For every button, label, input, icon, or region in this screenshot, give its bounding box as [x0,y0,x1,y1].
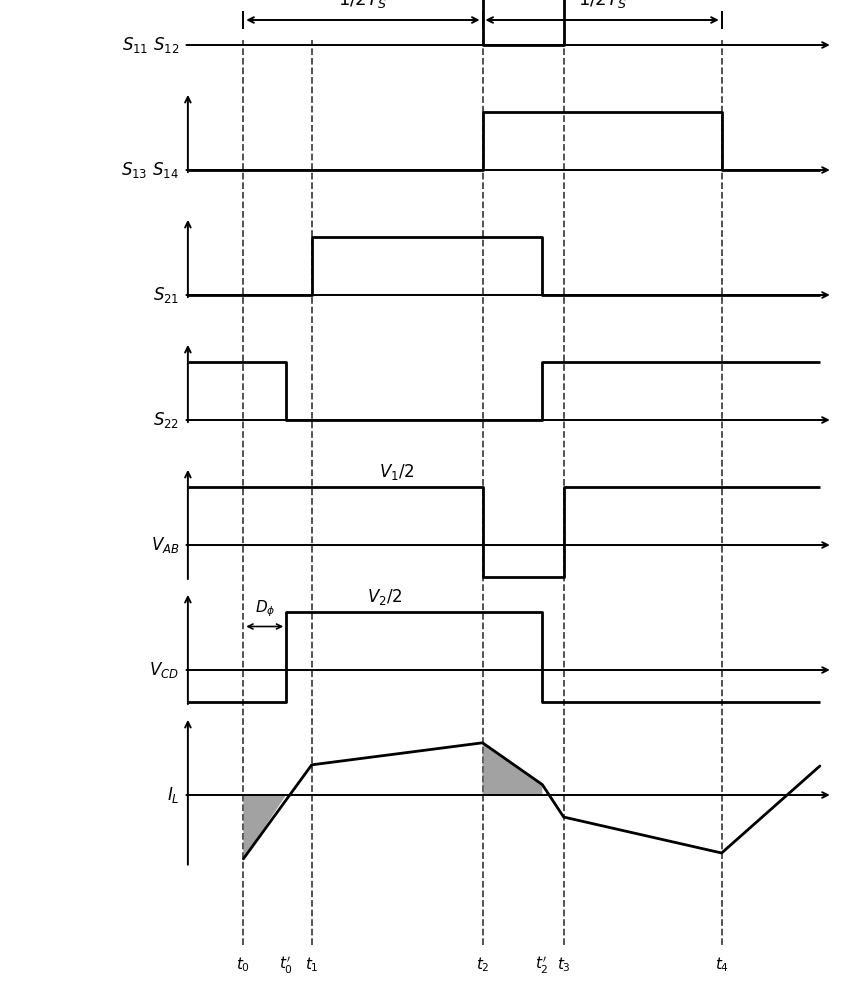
Text: $V_{AB}$: $V_{AB}$ [151,535,179,555]
Text: $S_{13}\ S_{14}$: $S_{13}\ S_{14}$ [121,160,179,180]
Text: $V_1/2$: $V_1/2$ [379,462,415,482]
Text: $t_0'$: $t_0'$ [279,955,293,976]
Text: $D_\phi$: $D_\phi$ [254,598,275,618]
Polygon shape [482,743,542,795]
Text: $t_0$: $t_0$ [236,955,250,974]
Text: $1/2T_S$: $1/2T_S$ [338,0,387,10]
Text: $t_2$: $t_2$ [475,955,489,974]
Text: $t_3$: $t_3$ [556,955,570,974]
Text: $t_1$: $t_1$ [305,955,318,974]
Text: $1/2T_S$: $1/2T_S$ [577,0,626,10]
Text: $V_{CD}$: $V_{CD}$ [149,660,179,680]
Polygon shape [243,795,286,859]
Text: $S_{21}$: $S_{21}$ [153,285,179,305]
Text: $I_L$: $I_L$ [166,785,179,805]
Text: $V_2/2$: $V_2/2$ [366,587,402,607]
Text: $t_4$: $t_4$ [714,955,728,974]
Text: $S_{22}$: $S_{22}$ [153,410,179,430]
Text: $S_{11}\ S_{12}$: $S_{11}\ S_{12}$ [122,35,179,55]
Text: $t_2'$: $t_2'$ [535,955,548,976]
